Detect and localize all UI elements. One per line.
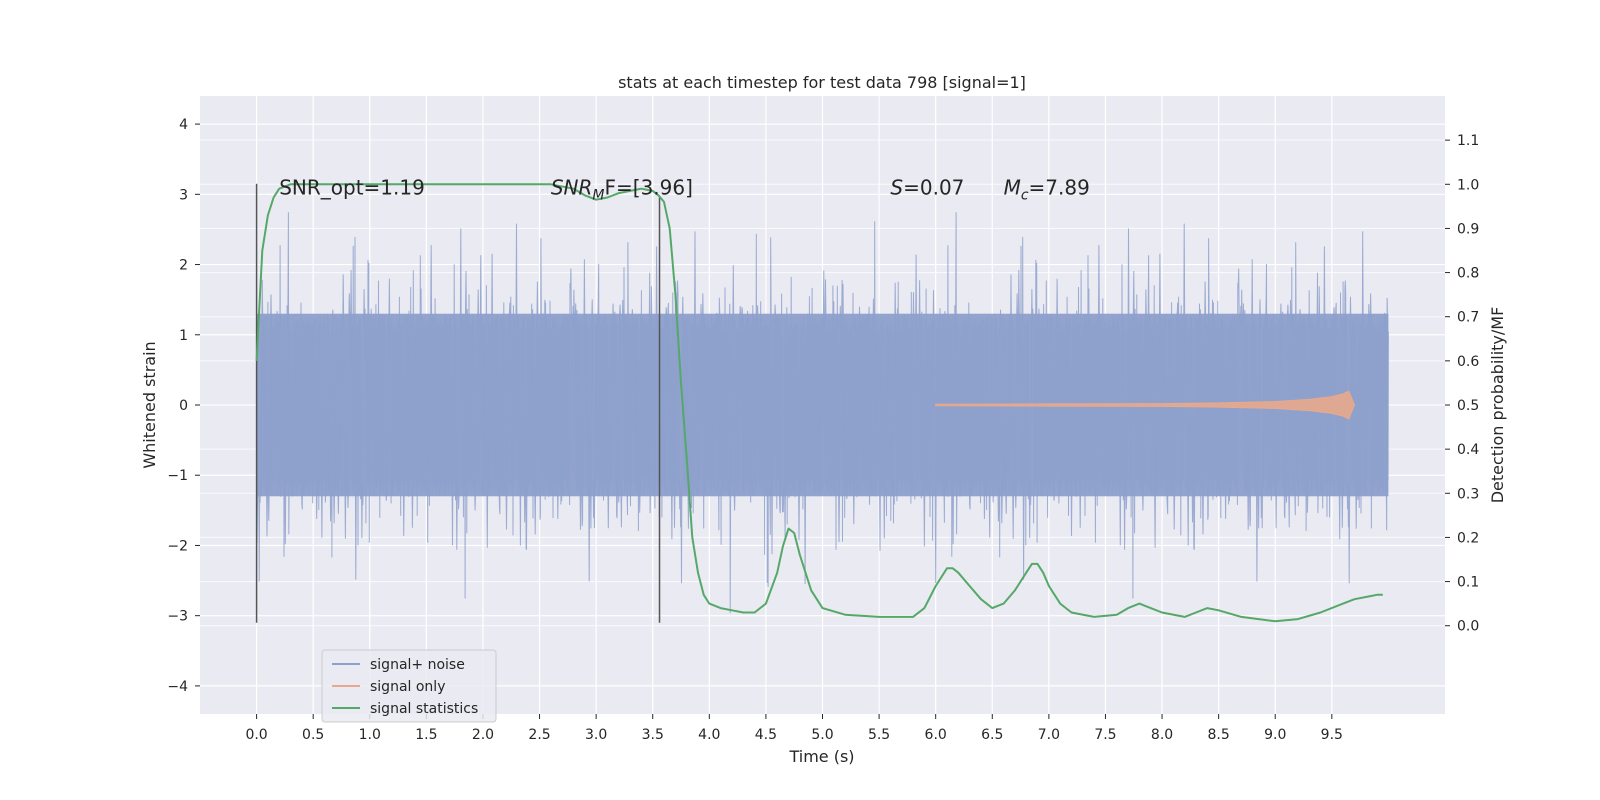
series-signal-statistics xyxy=(255,183,1383,623)
y-axis-left-ticks: 4 3 2 1 0 −1 −2 −3 −4 xyxy=(167,117,200,695)
noise-trace xyxy=(256,212,1389,614)
x-tick-label: 1.0 xyxy=(359,727,381,743)
x-tick-label: 2.0 xyxy=(472,727,494,743)
x-tick-label: 4.0 xyxy=(698,727,720,743)
x-tick-label: 9.0 xyxy=(1264,727,1286,743)
y-right-tick-label: 0.2 xyxy=(1457,530,1479,546)
y-tick-label: −2 xyxy=(167,538,188,554)
x-tick-label: 7.0 xyxy=(1038,727,1060,743)
x-axis-label: Time (s) xyxy=(788,747,854,766)
y-right-tick-label: 0.3 xyxy=(1457,486,1479,502)
y-tick-label: −4 xyxy=(167,679,188,695)
legend: signal+ noise signal only signal statist… xyxy=(321,649,497,723)
x-tick-label: 0.0 xyxy=(245,727,267,743)
y-axis-label: Whitened strain xyxy=(140,341,159,468)
legend-label-signal-noise: signal+ noise xyxy=(370,657,465,673)
vertical-lines xyxy=(255,183,661,623)
y-tick-label: 1 xyxy=(179,328,188,344)
y-tick-label: 0 xyxy=(179,398,188,414)
x-tick-label: 1.5 xyxy=(415,727,437,743)
x-tick-label: 6.5 xyxy=(981,727,1003,743)
x-tick-label: 7.5 xyxy=(1094,727,1116,743)
x-tick-label: 8.5 xyxy=(1208,727,1230,743)
annotation-snr_mf: SNRMF=[3.96] xyxy=(551,175,693,203)
y-axis-right-ticks: 1.1 1.0 0.9 0.8 0.7 0.6 0.5 0.4 0.3 0.2 0.1 0.0 xyxy=(1445,133,1479,635)
annotation-mc: Mc=7.89 xyxy=(1004,175,1090,203)
y-right-tick-label: 1.0 xyxy=(1457,177,1479,193)
annotation-snr_opt: SNR_opt=1.19 xyxy=(279,175,425,199)
y-right-tick-label: 0.7 xyxy=(1457,310,1479,326)
y-right-tick-label: 0.6 xyxy=(1457,354,1479,370)
x-tick-label: 6.0 xyxy=(925,727,947,743)
x-tick-label: 3.0 xyxy=(585,727,607,743)
signal-statistics-line xyxy=(255,183,1383,623)
y-right-tick-label: 0.9 xyxy=(1457,221,1479,237)
signal-only-trace xyxy=(935,390,1356,420)
x-tick-label: 8.0 xyxy=(1151,727,1173,743)
x-axis-ticks: 0.0 0.5 1.0 1.5 2.0 2.5 3.0 3.5 4.0 4.5 5.0 5.5 6.0 6… xyxy=(245,714,1343,743)
y-right-tick-label: 0.0 xyxy=(1457,619,1479,635)
x-tick-label: 9.5 xyxy=(1321,727,1343,743)
y-tick-label: 2 xyxy=(179,258,188,274)
y-tick-label: 4 xyxy=(179,117,188,133)
series-signal-only xyxy=(935,390,1356,420)
x-tick-label: 0.5 xyxy=(302,727,324,743)
y-tick-label: −3 xyxy=(167,609,188,625)
y-axis-right-label: Detection probability/MF xyxy=(1488,307,1507,504)
y-tick-label: −1 xyxy=(167,468,188,484)
chart-title: stats at each timestep for test data 798… xyxy=(618,73,1026,92)
annotation-s: S=0.07 xyxy=(890,175,964,199)
x-tick-label: 5.5 xyxy=(868,727,890,743)
annotations: SNR_opt=1.19 SNRMF=[3.96] S=0.07 Mc=7.89 xyxy=(279,175,1090,203)
y-right-tick-label: 1.1 xyxy=(1457,133,1479,149)
legend-box xyxy=(321,649,497,723)
x-tick-label: 3.5 xyxy=(642,727,664,743)
x-tick-label: 5.0 xyxy=(811,727,833,743)
y-right-tick-label: 0.1 xyxy=(1457,575,1479,591)
y-tick-label: 3 xyxy=(179,187,188,203)
y-right-tick-label: 0.4 xyxy=(1457,442,1479,458)
y-right-tick-label: 0.8 xyxy=(1457,266,1479,282)
x-tick-label: 2.5 xyxy=(528,727,550,743)
x-tick-label: 4.5 xyxy=(755,727,777,743)
legend-label-signal-statistics: signal statistics xyxy=(370,701,478,717)
legend-label-signal-only: signal only xyxy=(370,679,445,695)
y-right-tick-label: 0.5 xyxy=(1457,398,1479,414)
